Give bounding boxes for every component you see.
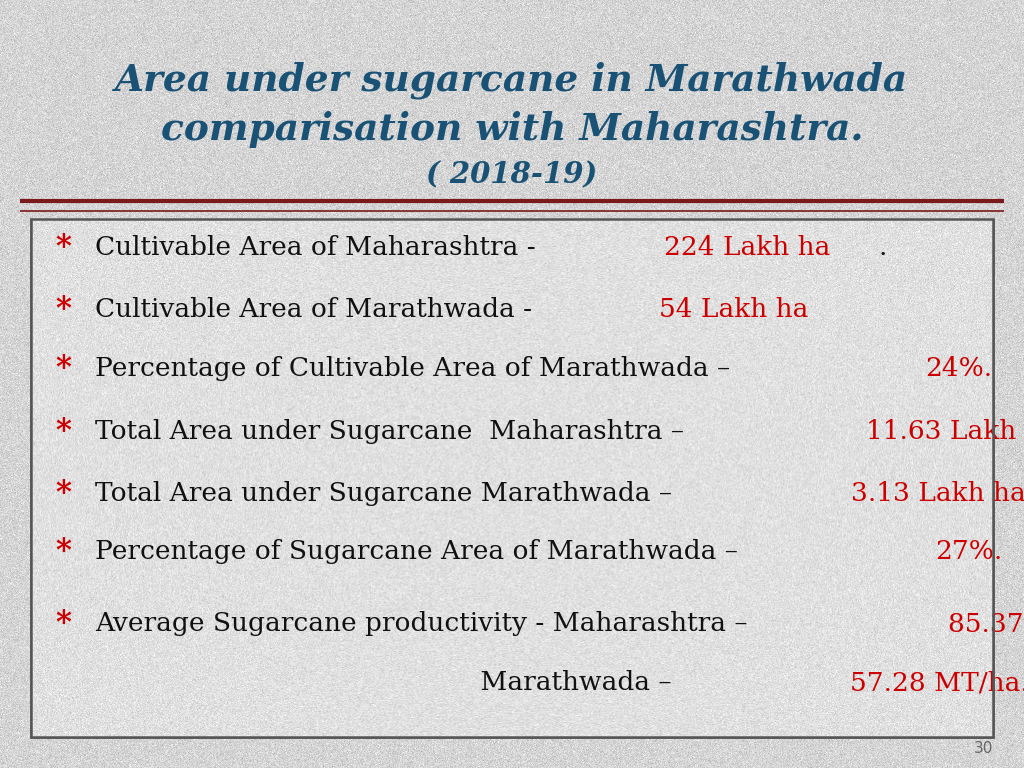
- Text: *: *: [55, 416, 72, 447]
- Text: 3.13 Lakh ha: 3.13 Lakh ha: [851, 481, 1024, 505]
- Text: *: *: [55, 294, 72, 325]
- FancyBboxPatch shape: [31, 219, 993, 737]
- Text: Total Area under Sugarcane  Maharashtra –: Total Area under Sugarcane Maharashtra –: [95, 419, 692, 444]
- Text: *: *: [55, 232, 72, 263]
- Text: 11.63 Lakh ha: 11.63 Lakh ha: [866, 419, 1024, 444]
- Text: 224 Lakh ha: 224 Lakh ha: [664, 235, 830, 260]
- Text: *: *: [55, 536, 72, 567]
- Text: 24%.: 24%.: [926, 356, 992, 381]
- Text: 85.37 MT/ha.: 85.37 MT/ha.: [948, 611, 1024, 636]
- Text: *: *: [55, 608, 72, 639]
- Text: Percentage of Cultivable Area of Marathwada –: Percentage of Cultivable Area of Marathw…: [95, 356, 738, 381]
- Text: Percentage of Sugarcane Area of Marathwada –: Percentage of Sugarcane Area of Marathwa…: [95, 539, 746, 564]
- Text: 30: 30: [974, 741, 993, 756]
- Text: Marathwada –: Marathwada –: [95, 670, 680, 695]
- Text: .: .: [879, 235, 887, 260]
- Text: *: *: [55, 353, 72, 384]
- Text: 27%.: 27%.: [936, 539, 1002, 564]
- Text: Average Sugarcane productivity - Maharashtra –: Average Sugarcane productivity - Maharas…: [95, 611, 756, 636]
- Text: Total Area under Sugarcane Marathwada –: Total Area under Sugarcane Marathwada –: [95, 481, 681, 505]
- Text: Cultivable Area of Maharashtra -: Cultivable Area of Maharashtra -: [95, 235, 536, 260]
- Text: comparisation with Maharashtra.: comparisation with Maharashtra.: [161, 111, 863, 147]
- Text: Cultivable Area of Marathwada -: Cultivable Area of Marathwada -: [95, 297, 532, 322]
- Text: 54 Lakh ha: 54 Lakh ha: [659, 297, 809, 322]
- Text: ( 2018-19): ( 2018-19): [426, 161, 598, 190]
- Text: 57.28 MT/ha.: 57.28 MT/ha.: [850, 670, 1024, 695]
- Text: *: *: [55, 478, 72, 508]
- Text: Area under sugarcane in Marathwada: Area under sugarcane in Marathwada: [116, 62, 908, 99]
